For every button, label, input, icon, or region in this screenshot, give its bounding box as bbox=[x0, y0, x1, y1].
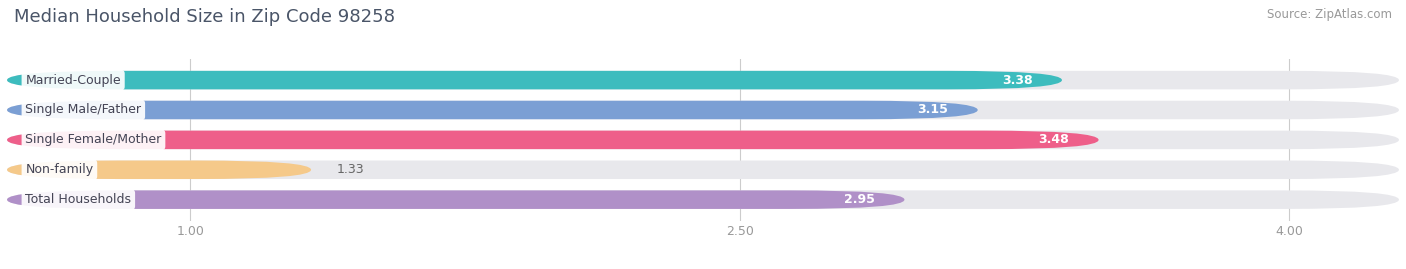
FancyBboxPatch shape bbox=[7, 71, 1062, 89]
Text: Source: ZipAtlas.com: Source: ZipAtlas.com bbox=[1267, 8, 1392, 21]
FancyBboxPatch shape bbox=[7, 131, 1098, 149]
Text: 3.15: 3.15 bbox=[918, 104, 949, 116]
Text: Total Households: Total Households bbox=[25, 193, 131, 206]
Text: 2.95: 2.95 bbox=[844, 193, 875, 206]
FancyBboxPatch shape bbox=[7, 190, 904, 209]
Text: Single Female/Mother: Single Female/Mother bbox=[25, 133, 162, 146]
Text: 3.48: 3.48 bbox=[1039, 133, 1070, 146]
FancyBboxPatch shape bbox=[7, 190, 1399, 209]
FancyBboxPatch shape bbox=[7, 161, 1399, 179]
Text: Married-Couple: Married-Couple bbox=[25, 74, 121, 87]
Text: Non-family: Non-family bbox=[25, 163, 93, 176]
Text: Median Household Size in Zip Code 98258: Median Household Size in Zip Code 98258 bbox=[14, 8, 395, 26]
FancyBboxPatch shape bbox=[7, 101, 1399, 119]
Text: 3.38: 3.38 bbox=[1002, 74, 1032, 87]
Text: Single Male/Father: Single Male/Father bbox=[25, 104, 142, 116]
FancyBboxPatch shape bbox=[7, 131, 1399, 149]
FancyBboxPatch shape bbox=[7, 71, 1399, 89]
FancyBboxPatch shape bbox=[7, 101, 977, 119]
Text: 1.33: 1.33 bbox=[336, 163, 364, 176]
FancyBboxPatch shape bbox=[7, 161, 311, 179]
